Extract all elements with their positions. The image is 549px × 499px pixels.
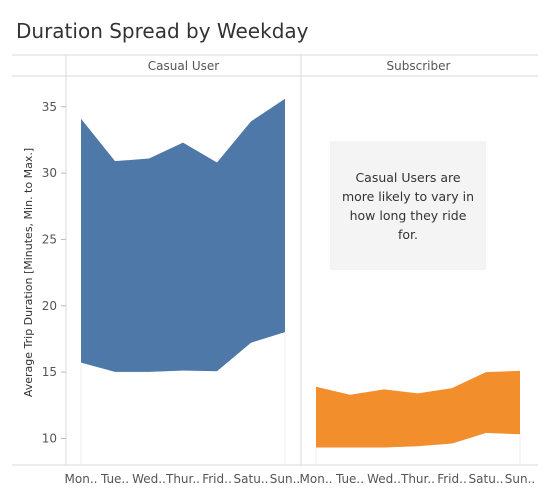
- y-tick-label: 20: [42, 299, 57, 313]
- panel-header: Subscriber: [387, 59, 451, 73]
- x-tick-label: Thur..: [165, 472, 200, 486]
- x-tick-label: Mon..: [300, 472, 333, 486]
- y-tick-label: 15: [42, 365, 57, 379]
- x-tick-label: Frid..: [437, 472, 467, 486]
- panel-header: Casual User: [148, 59, 220, 73]
- y-tick-label: 35: [42, 100, 57, 114]
- x-tick-label: Satu..: [234, 472, 269, 486]
- chart-annotation: Casual Users are more likely to vary in …: [330, 141, 486, 270]
- x-tick-label: Satu..: [469, 472, 504, 486]
- x-tick-label: Frid..: [202, 472, 232, 486]
- x-tick-label: Sun..: [270, 472, 300, 486]
- x-tick-label: Tue..: [335, 472, 364, 486]
- y-tick-label: 10: [42, 432, 57, 446]
- chart-title: Duration Spread by Weekday: [16, 19, 309, 43]
- x-tick-label: Mon..: [65, 472, 98, 486]
- area-lower-edge: [316, 432, 521, 449]
- y-tick-label: 25: [42, 232, 57, 246]
- x-tick-label: Wed..: [367, 472, 401, 486]
- area-lower-edge: [80, 332, 286, 373]
- x-tick-label: Thur..: [400, 472, 435, 486]
- y-tick-label: 30: [42, 166, 57, 180]
- x-tick-label: Wed..: [132, 472, 166, 486]
- y-axis-title: Average Trip Duration [Minutes, Min. to …: [22, 148, 35, 397]
- area-band-casual-user: [81, 98, 285, 373]
- x-tick-label: Tue..: [100, 472, 129, 486]
- x-tick-label: Sun..: [505, 472, 535, 486]
- area-band-subscriber: [316, 370, 520, 448]
